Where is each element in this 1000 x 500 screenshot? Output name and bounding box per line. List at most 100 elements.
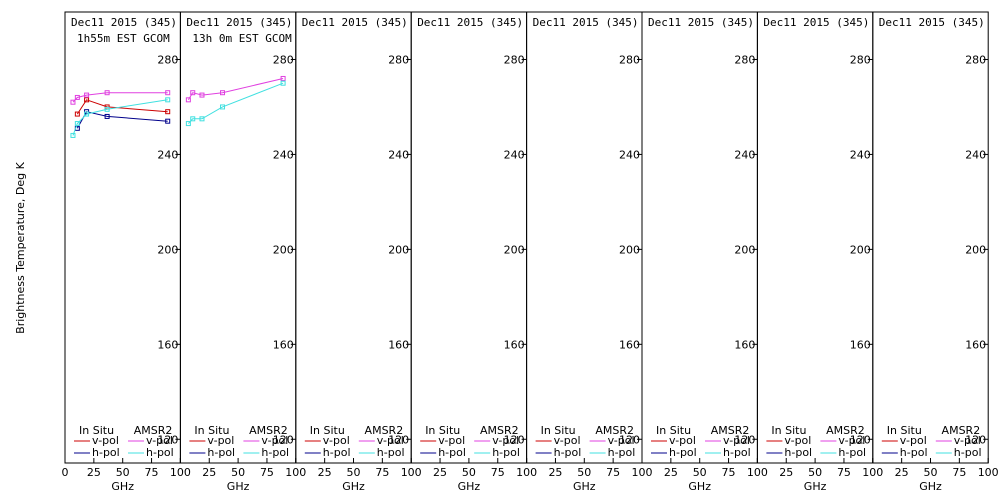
- legend-label-in-situ-v: v-pol: [784, 434, 811, 447]
- y-tick-label: 120: [388, 433, 409, 446]
- x-tick-label: 100: [862, 466, 883, 479]
- data-point: [84, 111, 90, 117]
- x-tick-label: 25: [318, 466, 332, 479]
- y-tick-label: 240: [965, 148, 986, 161]
- x-tick-label: 75: [606, 466, 620, 479]
- x-tick-label: 100: [978, 466, 999, 479]
- panel-frame: [295, 11, 412, 464]
- panel-1: 120 160 200 240 280 0 25 50 75 100 GHz Dec11 2015 (…: [62, 11, 191, 493]
- data-point: [74, 111, 80, 117]
- data-point: [190, 90, 196, 96]
- panel-subtitle: 13h 0m EST GCOM: [192, 32, 292, 45]
- data-point: [220, 90, 226, 96]
- legend-title-amsr2: AMSR2: [134, 424, 173, 437]
- legend-label-in-situ-h: h-pol: [900, 446, 928, 459]
- panel-date: Dec11 2015 (345): [71, 16, 177, 29]
- legend-title-amsr2: AMSR2: [365, 424, 404, 437]
- legend-title-in-situ: In Situ: [425, 424, 460, 437]
- panel-frame: [64, 11, 181, 464]
- legend-label-in-situ-h: h-pol: [207, 446, 235, 459]
- data-point: [84, 97, 90, 103]
- y-axis-label: Brightness Temperature, Deg K: [14, 161, 27, 333]
- panel-subtitle: 1h55m EST GCOM: [77, 32, 170, 45]
- legend-label-amsr2-h: h-pol: [838, 446, 866, 459]
- x-tick-label: 100: [170, 466, 191, 479]
- legend-label-in-situ-v: v-pol: [323, 434, 350, 447]
- panel-5: 120 160 200 240 280 25 50 75 100 GHz Dec11 2015 (3…: [526, 11, 653, 493]
- y-tick-label: 200: [965, 243, 986, 256]
- x-tick-label: 75: [722, 466, 736, 479]
- x-tick-label: 100: [401, 466, 422, 479]
- x-tick-label: 50: [462, 466, 476, 479]
- x-tick-label: 75: [491, 466, 505, 479]
- x-tick-label: 75: [837, 466, 851, 479]
- x-tick-label: 25: [779, 466, 793, 479]
- y-tick-label: 240: [504, 148, 525, 161]
- panel-frame: [872, 11, 989, 464]
- legend-label-amsr2-v: v-pol: [838, 434, 865, 447]
- data-point: [165, 90, 171, 96]
- x-axis-label: GHz: [227, 480, 250, 493]
- data-point: [165, 97, 171, 103]
- y-tick-label: 240: [388, 148, 409, 161]
- legend-label-in-situ-v: v-pol: [438, 434, 465, 447]
- y-tick-label: 120: [734, 433, 755, 446]
- series-line: [72, 99, 168, 136]
- y-tick-label: 160: [388, 338, 409, 351]
- x-tick-label: 75: [145, 466, 159, 479]
- y-tick-label: 160: [619, 338, 640, 351]
- legend-title-in-situ: In Situ: [656, 424, 691, 437]
- legend-title-in-situ: In Situ: [887, 424, 922, 437]
- y-tick-label: 120: [504, 433, 525, 446]
- x-axis-label: GHz: [573, 480, 596, 493]
- y-tick-label: 200: [273, 243, 294, 256]
- panel-date: Dec11 2015 (345): [186, 16, 292, 29]
- panel-8: 120 160 200 240 280 25 50 75 100 GHz Dec11 2015 (3…: [872, 11, 999, 493]
- data-point: [280, 80, 286, 86]
- y-tick-label: 160: [273, 338, 294, 351]
- data-point: [220, 104, 226, 110]
- legend-label-amsr2-h: h-pol: [492, 446, 520, 459]
- legend-title-amsr2: AMSR2: [595, 424, 634, 437]
- legend-label-in-situ-h: h-pol: [784, 446, 812, 459]
- data-point: [165, 109, 171, 115]
- legend-label-amsr2-v: v-pol: [608, 434, 635, 447]
- legend-label-amsr2-h: h-pol: [377, 446, 405, 459]
- x-tick-label: 50: [924, 466, 938, 479]
- series-line: [76, 111, 168, 129]
- data-point: [74, 121, 80, 127]
- legend-title-amsr2: AMSR2: [480, 424, 519, 437]
- panel-frame: [641, 11, 758, 464]
- y-tick-label: 240: [734, 148, 755, 161]
- panel-2: 120 160 200 240 280 25 50 75 100 GHz Dec11 2015 (3…: [179, 11, 306, 493]
- legend-title-in-situ: In Situ: [771, 424, 806, 437]
- panel-date: Dec11 2015 (345): [302, 16, 408, 29]
- x-tick-label: 100: [285, 466, 306, 479]
- legend-title-amsr2: AMSR2: [942, 424, 981, 437]
- panel-7: 120 160 200 240 280 25 50 75 100 GHz Dec11 2015 (3…: [756, 11, 883, 493]
- y-tick-label: 160: [157, 338, 178, 351]
- legend-label-amsr2-h: h-pol: [608, 446, 636, 459]
- y-tick-label: 120: [965, 433, 986, 446]
- panel-date: Dec11 2015 (345): [417, 16, 523, 29]
- x-tick-label: 50: [116, 466, 130, 479]
- legend-label-in-situ-h: h-pol: [323, 446, 351, 459]
- x-tick-label: 50: [347, 466, 361, 479]
- legend-label-amsr2-v: v-pol: [146, 434, 173, 447]
- y-tick-label: 200: [850, 243, 871, 256]
- legend-label-amsr2-v: v-pol: [261, 434, 288, 447]
- legend-title-amsr2: AMSR2: [826, 424, 865, 437]
- data-point: [185, 97, 191, 103]
- panel-4: 120 160 200 240 280 25 50 75 100 GHz Dec11 2015 (3…: [410, 11, 537, 493]
- legend-title-in-situ: In Situ: [194, 424, 229, 437]
- panel-3: 120 160 200 240 280 25 50 75 100 GHz Dec11 2015 (3…: [295, 11, 422, 493]
- legend-label-in-situ-h: h-pol: [92, 446, 120, 459]
- x-tick-label: 50: [693, 466, 707, 479]
- x-axis-label: GHz: [919, 480, 942, 493]
- panel-frame: [526, 11, 643, 464]
- legend-title-in-situ: In Situ: [310, 424, 345, 437]
- data-point: [74, 94, 80, 100]
- y-tick-label: 120: [273, 433, 294, 446]
- y-tick-label: 160: [850, 338, 871, 351]
